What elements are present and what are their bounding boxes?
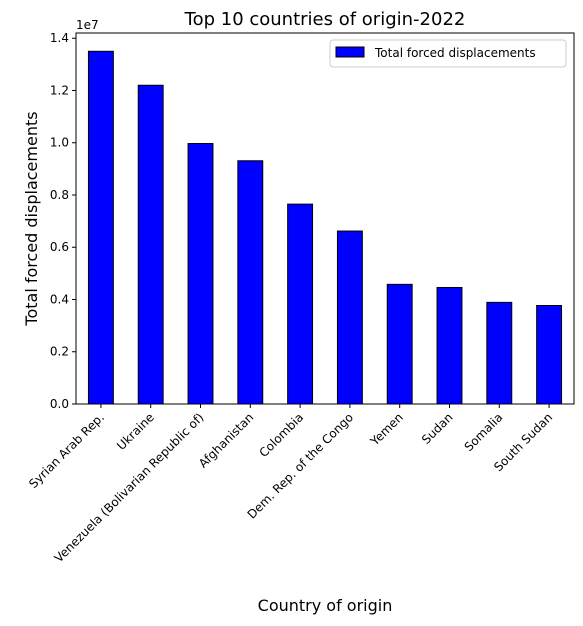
y-tick-label: 1.2 [50,83,69,97]
y-tick-label: 0.0 [50,397,69,411]
y-axis-label: Total forced displacements [22,111,41,326]
y-tick-label: 1.4 [50,31,69,45]
x-tick-label: Sudan [419,410,456,447]
legend-label: Total forced displacements [374,46,536,60]
bar [87,50,114,405]
y-axis-offset-label: 1e7 [76,18,99,32]
y-axis-ticks: 0.0 0.2 0.4 0.6 0.8 1.0 1.2 1.4 [50,31,76,411]
x-tick-label: Somalia [462,410,506,454]
chart-title: Top 10 countries of origin-2022 [184,9,466,30]
y-tick-label: 0.4 [50,292,69,306]
x-tick-label: Ukraine [114,410,157,453]
y-tick-label: 1.0 [50,136,69,150]
bar [237,160,264,405]
x-axis-label: Country of origin [258,596,393,615]
bar [386,283,413,405]
bar [187,143,214,405]
y-tick-label: 0.8 [50,188,69,202]
bar [436,286,463,405]
y-tick-label: 0.2 [50,345,69,359]
plot-area-frame [75,32,575,405]
bar [137,84,164,405]
legend: Total forced displacements [329,39,567,68]
bar [486,301,513,405]
bars-layer [87,50,563,405]
x-tick-label: Colombia [256,410,306,460]
x-tick-label: Dem. Rep. of the Congo [245,410,356,521]
x-tick-label: Syrian Arab Rep. [26,410,107,491]
legend-frame [329,39,567,68]
x-tick-label: Yemen [367,410,406,449]
legend-swatch [335,46,365,58]
bar [536,305,563,405]
bar [287,203,314,405]
y-tick-label: 0.6 [50,240,69,254]
bar [336,230,363,405]
